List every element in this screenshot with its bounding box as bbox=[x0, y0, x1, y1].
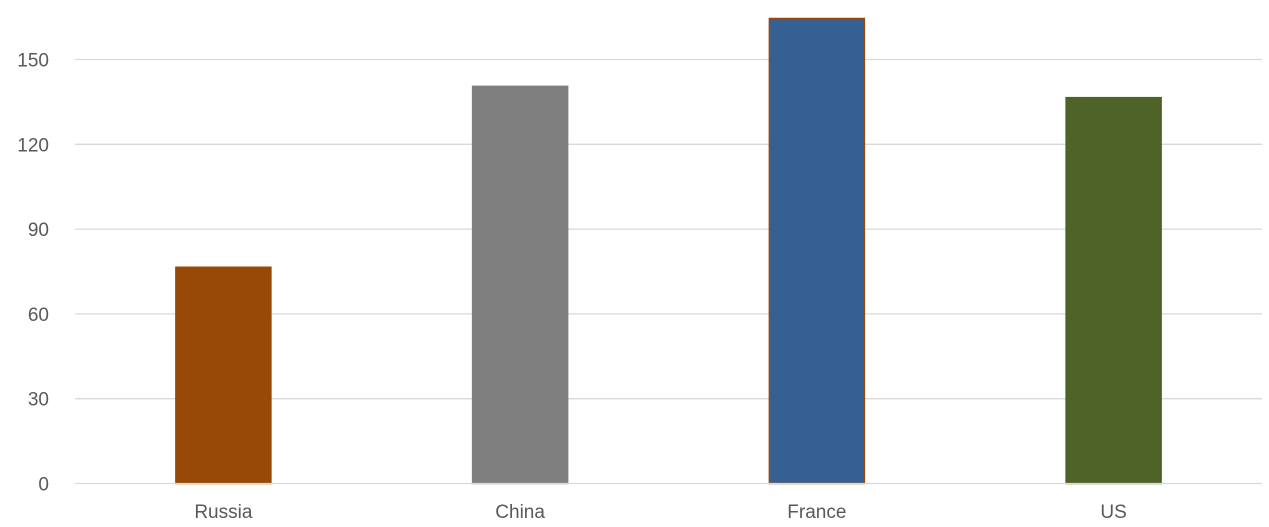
axes: 0 30 60 90 120 150 Russia China France US bbox=[17, 51, 1262, 523]
y-tick-label: 0 bbox=[38, 475, 49, 496]
y-tick-label: 150 bbox=[17, 51, 49, 72]
y-tick-label: 120 bbox=[17, 135, 49, 156]
gridlines bbox=[75, 58, 1262, 400]
bar-china bbox=[471, 85, 569, 485]
y-tick-label: 30 bbox=[28, 390, 49, 411]
bar-russia bbox=[175, 266, 272, 485]
y-tick-label: 60 bbox=[28, 305, 49, 326]
x-tick-label: US bbox=[1100, 502, 1126, 523]
x-tick-label: Russia bbox=[194, 502, 253, 523]
bar-france bbox=[768, 17, 866, 485]
bars bbox=[175, 17, 1162, 485]
x-tick-label: France bbox=[787, 502, 846, 523]
bar-us bbox=[1065, 96, 1162, 485]
x-tick-label: China bbox=[495, 502, 545, 523]
y-tick-label: 90 bbox=[28, 220, 49, 241]
